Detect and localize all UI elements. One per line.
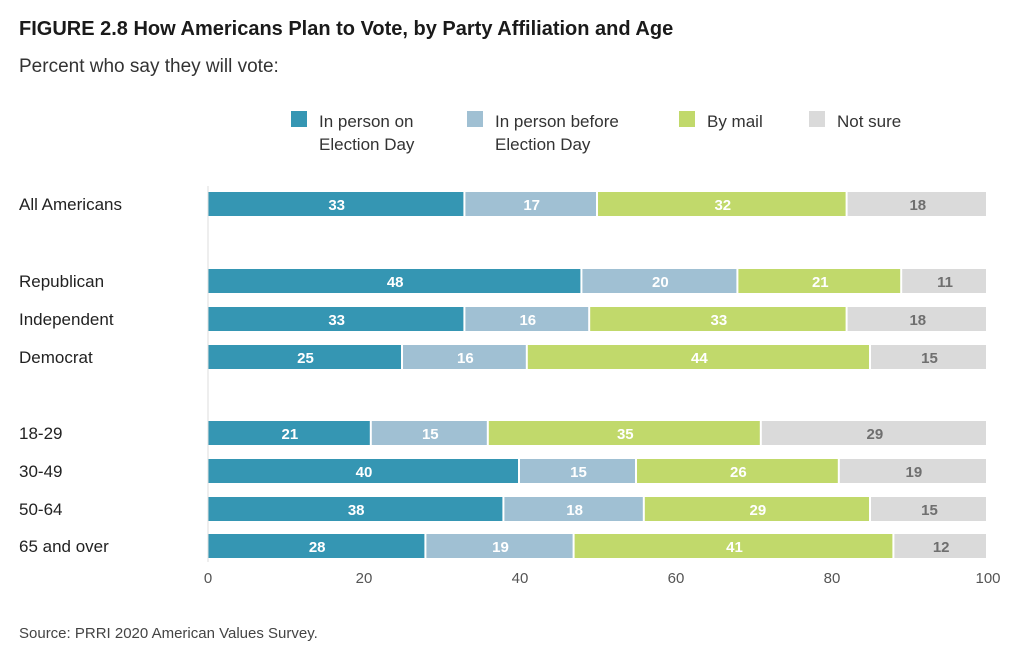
value-label-all-americans-1: 17 [523, 197, 540, 214]
bar-segment-18-29-3 [761, 421, 986, 445]
bar-segment-all-americans-2 [598, 192, 846, 216]
bar-segment-65-and-over-0 [208, 534, 425, 558]
x-tick-label-40: 40 [512, 570, 529, 587]
legend-swatch-by-mail [679, 111, 695, 127]
value-label-democrat-3: 15 [921, 350, 938, 367]
bar-segment-30-49-1 [520, 459, 635, 483]
bar-segment-republican-3 [902, 269, 986, 293]
x-tick-label-20: 20 [356, 570, 373, 587]
bar-segment-independent-2 [590, 307, 846, 331]
value-label-18-29-2: 35 [617, 426, 634, 443]
value-label-30-49-3: 19 [906, 464, 923, 481]
category-label-independent: Independent [19, 310, 114, 329]
bar-segment-all-americans-1 [465, 192, 596, 216]
value-label-18-29-0: 21 [282, 426, 299, 443]
bar-segment-30-49-0 [208, 459, 518, 483]
value-label-65-and-over-0: 28 [309, 539, 326, 556]
category-label-30-49: 30-49 [19, 462, 62, 481]
plot-area: All Americans 33 17 32 18 Republican 48 20 21 11 I… [19, 192, 986, 558]
value-label-independent-3: 18 [909, 312, 926, 329]
category-label-50-64: 50-64 [19, 500, 62, 519]
value-label-18-29-1: 15 [422, 426, 439, 443]
bar-segment-18-29-0 [208, 421, 370, 445]
value-label-18-29-3: 29 [867, 426, 884, 443]
x-tick-label-0: 0 [204, 570, 212, 587]
category-label-18-29: 18-29 [19, 424, 62, 443]
bar-segment-republican-2 [738, 269, 901, 293]
value-label-50-64-1: 18 [566, 502, 583, 519]
legend-swatch-in-person-on-election-day [291, 111, 307, 127]
category-label-democrat: Democrat [19, 348, 93, 367]
bar-segment-50-64-0 [208, 497, 503, 521]
value-label-republican-2: 21 [812, 274, 829, 291]
value-label-30-49-0: 40 [356, 464, 373, 481]
value-label-all-americans-3: 18 [909, 197, 926, 214]
bar-segment-democrat-0 [208, 345, 401, 369]
category-label-65-and-over: 65 and over [19, 537, 109, 556]
category-label-all-americans: All Americans [19, 195, 122, 214]
category-label-republican: Republican [19, 272, 104, 291]
value-label-democrat-0: 25 [297, 350, 314, 367]
bar-segment-18-29-1 [371, 421, 487, 445]
x-tick-label-60: 60 [668, 570, 685, 587]
value-label-50-64-3: 15 [921, 502, 938, 519]
bar-segment-independent-0 [208, 307, 464, 331]
value-label-republican-1: 20 [652, 274, 669, 291]
bar-segment-50-64-2 [644, 497, 869, 521]
legend-label-in-person-before-election-day: In person before Election Day [495, 112, 619, 154]
value-label-all-americans-0: 33 [328, 197, 345, 214]
bar-segment-all-americans-0 [208, 192, 464, 216]
bar-segment-independent-1 [465, 307, 589, 331]
x-axis: 0 20 40 60 80 100 [204, 186, 1001, 587]
legend-label-in-person-on-election-day: In person on Election Day [319, 112, 415, 154]
x-tick-label-80: 80 [824, 570, 841, 587]
bar-segment-republican-1 [582, 269, 737, 293]
bar-segment-65-and-over-2 [574, 534, 893, 558]
value-label-50-64-0: 38 [348, 502, 365, 519]
value-label-50-64-2: 29 [750, 502, 767, 519]
legend-label-not-sure: Not sure [837, 112, 901, 131]
legend-swatch-not-sure [809, 111, 825, 127]
source-note: Source: PRRI 2020 American Values Survey… [19, 625, 318, 642]
value-label-democrat-1: 16 [457, 350, 474, 367]
bar-segment-all-americans-3 [847, 192, 986, 216]
value-label-independent-0: 33 [328, 312, 345, 329]
value-label-republican-3: 11 [937, 274, 953, 291]
legend-label-by-mail: By mail [707, 112, 763, 131]
value-label-independent-2: 33 [711, 312, 728, 329]
value-label-all-americans-2: 32 [714, 197, 731, 214]
bar-segment-50-64-1 [504, 497, 643, 521]
bar-segment-30-49-2 [637, 459, 838, 483]
bar-segment-65-and-over-1 [426, 534, 573, 558]
value-label-65-and-over-3: 12 [933, 539, 950, 556]
bar-segment-30-49-3 [839, 459, 986, 483]
bar-segment-50-64-3 [871, 497, 986, 521]
bar-segment-democrat-3 [871, 345, 986, 369]
chart-subtitle: Percent who say they will vote: [19, 56, 279, 77]
bar-segment-republican-0 [208, 269, 581, 293]
bar-segment-18-29-2 [488, 421, 760, 445]
value-label-republican-0: 48 [387, 274, 404, 291]
bar-segment-democrat-1 [403, 345, 526, 369]
legend: In person on Election Day In person before… [291, 111, 901, 154]
bar-segment-democrat-2 [527, 345, 869, 369]
bar-segment-independent-3 [847, 307, 986, 331]
value-label-65-and-over-2: 41 [726, 539, 743, 556]
legend-swatch-in-person-before-election-day [467, 111, 483, 127]
value-label-democrat-2: 44 [691, 350, 708, 367]
value-label-30-49-1: 15 [570, 464, 587, 481]
chart-title: FIGURE 2.8 How Americans Plan to Vote, b… [19, 18, 673, 40]
value-label-30-49-2: 26 [730, 464, 747, 481]
value-label-65-and-over-1: 19 [492, 539, 509, 556]
bar-segment-65-and-over-3 [894, 534, 986, 558]
value-label-independent-1: 16 [519, 312, 536, 329]
x-tick-label-100: 100 [975, 570, 1000, 587]
